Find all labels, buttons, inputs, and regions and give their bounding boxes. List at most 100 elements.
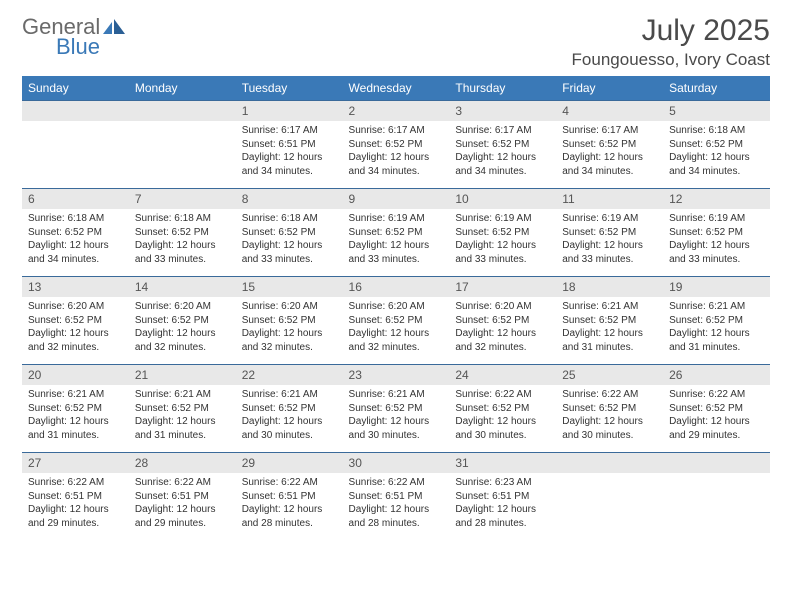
day-details: Sunrise: 6:20 AMSunset: 6:52 PMDaylight:… <box>129 297 236 358</box>
calendar-body: 1Sunrise: 6:17 AMSunset: 6:51 PMDaylight… <box>22 101 770 541</box>
day-cell: 19Sunrise: 6:21 AMSunset: 6:52 PMDayligh… <box>663 277 770 365</box>
day-details: Sunrise: 6:20 AMSunset: 6:52 PMDaylight:… <box>22 297 129 358</box>
col-wednesday: Wednesday <box>343 76 450 101</box>
day-cell: 3Sunrise: 6:17 AMSunset: 6:52 PMDaylight… <box>449 101 556 189</box>
title-block: July 2025 Foungouesso, Ivory Coast <box>572 14 770 70</box>
day-number: 2 <box>343 101 450 121</box>
day-cell <box>663 453 770 541</box>
col-tuesday: Tuesday <box>236 76 343 101</box>
day-cell <box>129 101 236 189</box>
col-saturday: Saturday <box>663 76 770 101</box>
weekday-row: Sunday Monday Tuesday Wednesday Thursday… <box>22 76 770 101</box>
day-cell: 13Sunrise: 6:20 AMSunset: 6:52 PMDayligh… <box>22 277 129 365</box>
month-title: July 2025 <box>572 14 770 48</box>
day-details: Sunrise: 6:22 AMSunset: 6:52 PMDaylight:… <box>449 385 556 446</box>
day-cell: 22Sunrise: 6:21 AMSunset: 6:52 PMDayligh… <box>236 365 343 453</box>
day-cell: 26Sunrise: 6:22 AMSunset: 6:52 PMDayligh… <box>663 365 770 453</box>
day-cell: 27Sunrise: 6:22 AMSunset: 6:51 PMDayligh… <box>22 453 129 541</box>
day-cell: 12Sunrise: 6:19 AMSunset: 6:52 PMDayligh… <box>663 189 770 277</box>
calendar-table: Sunday Monday Tuesday Wednesday Thursday… <box>22 76 770 541</box>
day-cell: 31Sunrise: 6:23 AMSunset: 6:51 PMDayligh… <box>449 453 556 541</box>
day-cell: 10Sunrise: 6:19 AMSunset: 6:52 PMDayligh… <box>449 189 556 277</box>
day-number: 7 <box>129 189 236 209</box>
day-number: 26 <box>663 365 770 385</box>
day-cell <box>556 453 663 541</box>
day-details: Sunrise: 6:21 AMSunset: 6:52 PMDaylight:… <box>343 385 450 446</box>
day-cell: 25Sunrise: 6:22 AMSunset: 6:52 PMDayligh… <box>556 365 663 453</box>
day-details: Sunrise: 6:19 AMSunset: 6:52 PMDaylight:… <box>556 209 663 270</box>
day-cell: 11Sunrise: 6:19 AMSunset: 6:52 PMDayligh… <box>556 189 663 277</box>
day-number: 17 <box>449 277 556 297</box>
day-number: 21 <box>129 365 236 385</box>
day-details: Sunrise: 6:19 AMSunset: 6:52 PMDaylight:… <box>343 209 450 270</box>
day-cell: 24Sunrise: 6:22 AMSunset: 6:52 PMDayligh… <box>449 365 556 453</box>
day-details: Sunrise: 6:23 AMSunset: 6:51 PMDaylight:… <box>449 473 556 534</box>
day-cell: 21Sunrise: 6:21 AMSunset: 6:52 PMDayligh… <box>129 365 236 453</box>
day-details: Sunrise: 6:17 AMSunset: 6:51 PMDaylight:… <box>236 121 343 182</box>
day-number: 24 <box>449 365 556 385</box>
day-number: 15 <box>236 277 343 297</box>
day-number: 18 <box>556 277 663 297</box>
day-details: Sunrise: 6:21 AMSunset: 6:52 PMDaylight:… <box>236 385 343 446</box>
day-details: Sunrise: 6:22 AMSunset: 6:51 PMDaylight:… <box>129 473 236 534</box>
day-number: 14 <box>129 277 236 297</box>
day-number-empty <box>556 453 663 473</box>
day-cell: 28Sunrise: 6:22 AMSunset: 6:51 PMDayligh… <box>129 453 236 541</box>
day-details: Sunrise: 6:21 AMSunset: 6:52 PMDaylight:… <box>129 385 236 446</box>
day-details: Sunrise: 6:22 AMSunset: 6:52 PMDaylight:… <box>663 385 770 446</box>
day-number-empty <box>129 101 236 121</box>
day-number: 23 <box>343 365 450 385</box>
day-details: Sunrise: 6:21 AMSunset: 6:52 PMDaylight:… <box>663 297 770 358</box>
day-number: 16 <box>343 277 450 297</box>
day-details: Sunrise: 6:18 AMSunset: 6:52 PMDaylight:… <box>22 209 129 270</box>
day-cell: 8Sunrise: 6:18 AMSunset: 6:52 PMDaylight… <box>236 189 343 277</box>
day-cell: 15Sunrise: 6:20 AMSunset: 6:52 PMDayligh… <box>236 277 343 365</box>
day-cell: 5Sunrise: 6:18 AMSunset: 6:52 PMDaylight… <box>663 101 770 189</box>
day-cell: 7Sunrise: 6:18 AMSunset: 6:52 PMDaylight… <box>129 189 236 277</box>
day-cell: 18Sunrise: 6:21 AMSunset: 6:52 PMDayligh… <box>556 277 663 365</box>
day-details: Sunrise: 6:17 AMSunset: 6:52 PMDaylight:… <box>449 121 556 182</box>
day-details: Sunrise: 6:22 AMSunset: 6:51 PMDaylight:… <box>236 473 343 534</box>
day-number: 5 <box>663 101 770 121</box>
day-number: 13 <box>22 277 129 297</box>
day-cell: 17Sunrise: 6:20 AMSunset: 6:52 PMDayligh… <box>449 277 556 365</box>
day-number: 29 <box>236 453 343 473</box>
day-number: 25 <box>556 365 663 385</box>
day-cell: 2Sunrise: 6:17 AMSunset: 6:52 PMDaylight… <box>343 101 450 189</box>
week-row: 27Sunrise: 6:22 AMSunset: 6:51 PMDayligh… <box>22 453 770 541</box>
week-row: 20Sunrise: 6:21 AMSunset: 6:52 PMDayligh… <box>22 365 770 453</box>
week-row: 13Sunrise: 6:20 AMSunset: 6:52 PMDayligh… <box>22 277 770 365</box>
day-number-empty <box>22 101 129 121</box>
week-row: 6Sunrise: 6:18 AMSunset: 6:52 PMDaylight… <box>22 189 770 277</box>
day-number: 27 <box>22 453 129 473</box>
col-thursday: Thursday <box>449 76 556 101</box>
day-cell <box>22 101 129 189</box>
day-cell: 29Sunrise: 6:22 AMSunset: 6:51 PMDayligh… <box>236 453 343 541</box>
day-details: Sunrise: 6:17 AMSunset: 6:52 PMDaylight:… <box>343 121 450 182</box>
col-monday: Monday <box>129 76 236 101</box>
day-number: 4 <box>556 101 663 121</box>
col-friday: Friday <box>556 76 663 101</box>
col-sunday: Sunday <box>22 76 129 101</box>
day-cell: 14Sunrise: 6:20 AMSunset: 6:52 PMDayligh… <box>129 277 236 365</box>
day-details: Sunrise: 6:21 AMSunset: 6:52 PMDaylight:… <box>556 297 663 358</box>
day-number: 11 <box>556 189 663 209</box>
day-cell: 1Sunrise: 6:17 AMSunset: 6:51 PMDaylight… <box>236 101 343 189</box>
day-number: 20 <box>22 365 129 385</box>
header: GeneralBlue July 2025 Foungouesso, Ivory… <box>22 14 770 70</box>
day-number: 6 <box>22 189 129 209</box>
week-row: 1Sunrise: 6:17 AMSunset: 6:51 PMDaylight… <box>22 101 770 189</box>
day-details: Sunrise: 6:17 AMSunset: 6:52 PMDaylight:… <box>556 121 663 182</box>
logo: GeneralBlue <box>22 14 128 60</box>
day-number: 8 <box>236 189 343 209</box>
logo-sails-icon <box>102 19 128 40</box>
day-cell: 6Sunrise: 6:18 AMSunset: 6:52 PMDaylight… <box>22 189 129 277</box>
day-cell: 23Sunrise: 6:21 AMSunset: 6:52 PMDayligh… <box>343 365 450 453</box>
day-number: 12 <box>663 189 770 209</box>
day-number-empty <box>663 453 770 473</box>
day-details: Sunrise: 6:20 AMSunset: 6:52 PMDaylight:… <box>236 297 343 358</box>
day-number: 31 <box>449 453 556 473</box>
day-details: Sunrise: 6:20 AMSunset: 6:52 PMDaylight:… <box>343 297 450 358</box>
day-details: Sunrise: 6:18 AMSunset: 6:52 PMDaylight:… <box>236 209 343 270</box>
day-cell: 9Sunrise: 6:19 AMSunset: 6:52 PMDaylight… <box>343 189 450 277</box>
